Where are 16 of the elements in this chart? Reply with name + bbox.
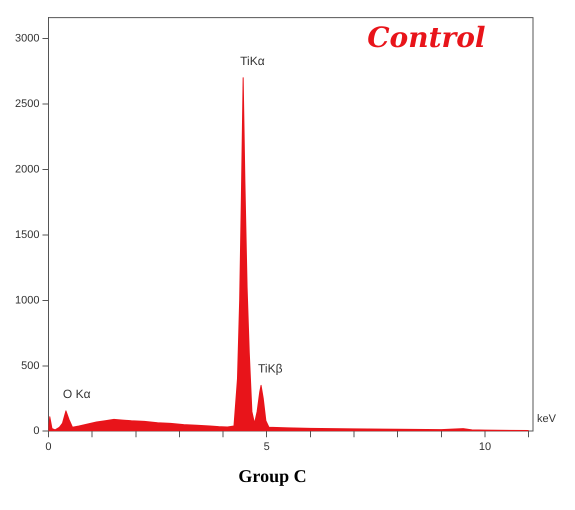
x-tick-label: 5 <box>264 440 270 453</box>
y-tick-label: 500 <box>21 360 40 372</box>
y-tick-label: 3000 <box>14 32 40 45</box>
x-tick-label: 10 <box>478 440 492 453</box>
y-tick-label: 1500 <box>14 228 40 241</box>
annotation: Control <box>367 20 486 54</box>
y-tick-label: 2500 <box>14 98 40 110</box>
text: Group C <box>238 466 307 486</box>
y-tick-label: 1000 <box>14 294 40 306</box>
annotation: TiKα <box>240 54 265 68</box>
x-axis-title: keV <box>537 413 557 426</box>
annotation: TiKβ <box>258 362 283 376</box>
x-tick-label: 0 <box>45 440 52 453</box>
annotation: O Kα <box>62 387 91 402</box>
y-tick-label: 0 <box>33 425 40 438</box>
y-tick-label: 2000 <box>14 163 40 176</box>
